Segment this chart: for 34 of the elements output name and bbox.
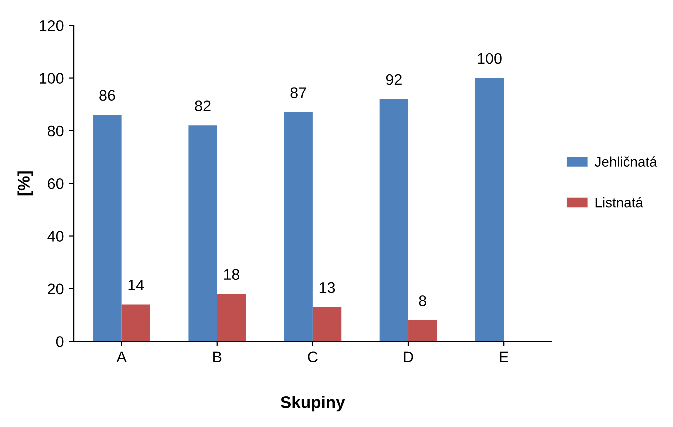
bar xyxy=(217,294,246,342)
data-label: 87 xyxy=(290,88,306,98)
x-tick-label: B xyxy=(214,352,222,362)
bar xyxy=(188,126,218,342)
data-label: 86 xyxy=(100,90,116,102)
data-label: 82 xyxy=(195,100,211,112)
legend-label: Listnatá xyxy=(596,197,644,208)
y-tick-label: 0 xyxy=(56,336,64,348)
data-label: 92 xyxy=(386,74,402,86)
bar xyxy=(380,99,409,342)
x-tick-label: D xyxy=(404,352,414,362)
data-label: 100 xyxy=(478,53,502,64)
y-tick-label: 120 xyxy=(40,20,64,32)
y-tick-label: 100 xyxy=(40,73,64,84)
bar xyxy=(312,307,342,342)
y-tick-label: 80 xyxy=(48,126,64,137)
bar xyxy=(122,304,150,342)
bar xyxy=(408,320,438,342)
bar xyxy=(284,112,313,342)
x-tick-label: A xyxy=(116,352,127,362)
data-label: 13 xyxy=(320,282,336,294)
y-axis-title: [%] xyxy=(18,172,34,196)
x-axis-title: Skupiny xyxy=(281,396,346,412)
bar xyxy=(475,78,504,342)
bar xyxy=(93,115,122,342)
data-label: 14 xyxy=(128,280,144,290)
x-tick-label: C xyxy=(308,352,318,363)
y-tick-label: 60 xyxy=(48,178,64,190)
data-label: 8 xyxy=(419,296,426,306)
x-tick-label: E xyxy=(500,352,509,362)
y-tick-label: 20 xyxy=(48,284,64,295)
y-tick-label: 40 xyxy=(48,231,64,242)
legend-label: Jehličnatá xyxy=(594,156,658,167)
data-label: 18 xyxy=(224,269,240,280)
